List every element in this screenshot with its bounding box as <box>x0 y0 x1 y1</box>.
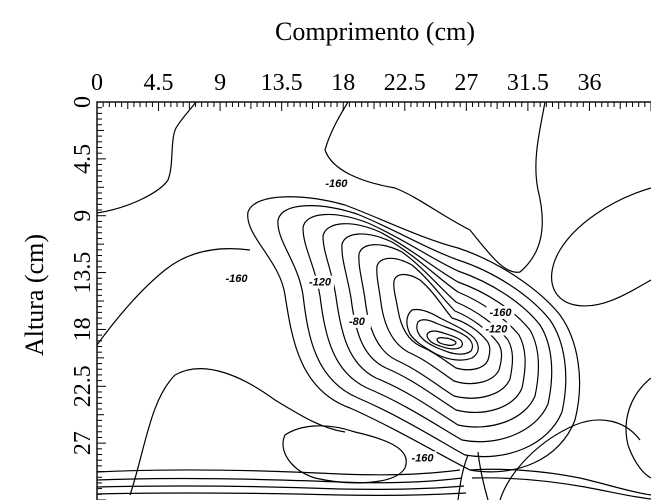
y-tick-label: 13.5 <box>70 252 96 294</box>
contour-ring <box>322 223 539 428</box>
contour-label-background <box>486 306 515 320</box>
contour-bottom-line <box>471 477 651 500</box>
x-axis-title: Comprimento (cm) <box>275 17 475 46</box>
contour-ring <box>341 233 526 413</box>
y-tick-label: 9 <box>70 210 96 222</box>
contour-label: -160 <box>325 178 348 190</box>
contour-label: -120 <box>309 277 332 289</box>
contour-bottom-line <box>97 469 461 476</box>
contour-line-left-band <box>97 248 251 346</box>
contour-line-left-lower <box>129 368 346 496</box>
contour-ring <box>416 319 473 355</box>
contour-ring <box>376 257 503 385</box>
contour-ring <box>436 337 457 346</box>
contour-bottom-line <box>97 492 467 496</box>
y-tick-label: 0 <box>70 96 96 108</box>
contour-label-background <box>408 451 437 465</box>
contour-line-top-center <box>324 102 546 273</box>
y-tick-label: 22.5 <box>70 365 96 407</box>
y-tick-label: 4.5 <box>70 144 96 174</box>
contour-bottom-line <box>97 477 463 484</box>
contour-bottom-line <box>97 485 465 490</box>
contour-label-background <box>482 322 511 336</box>
x-tick-label: 36 <box>577 70 601 96</box>
y-tick-labels: 0 4.5 9 13.5 18 22.5 27 <box>70 96 96 455</box>
contour-label-background <box>222 271 251 285</box>
contour-label: -160 <box>490 307 513 319</box>
x-tick-label: 4.5 <box>144 70 174 96</box>
x-tick-label: 13.5 <box>261 70 303 96</box>
plot-frame <box>96 101 651 500</box>
contour-label: -160 <box>226 273 249 285</box>
contour-line-bottom-left-island <box>282 425 407 484</box>
contour-value-labels: -160 -160 -120 -80 -160 -120 -160 <box>222 177 515 465</box>
x-tick-label: 22.5 <box>384 70 426 96</box>
contour-ring <box>302 213 553 443</box>
contour-ring <box>358 244 514 399</box>
x-tick-label: 0 <box>91 70 103 96</box>
contour-ring <box>406 308 479 361</box>
contour-bottom-line <box>457 454 469 500</box>
x-tick-label: 27 <box>454 70 478 96</box>
y-tick-label: 27 <box>70 431 96 455</box>
x-tick-label: 9 <box>214 70 226 96</box>
y-axis-title: Altura (cm) <box>20 234 49 356</box>
contour-line-right-upper <box>551 187 651 307</box>
x-tick-label: 18 <box>331 70 355 96</box>
contour-label: -160 <box>412 452 435 464</box>
contour-line-top-left <box>97 102 197 214</box>
contour-label-background <box>305 275 334 289</box>
contour-lines <box>97 102 651 500</box>
contour-ring <box>277 205 567 458</box>
x-tick-labels: 0 4.5 9 13.5 18 22.5 27 31.5 36 <box>91 70 601 96</box>
contour-bottom-line <box>469 468 651 496</box>
contour-ring <box>247 196 581 473</box>
contour-label-background <box>322 177 351 191</box>
contour-bottom-line <box>477 451 489 500</box>
contour-label: -120 <box>485 323 508 335</box>
contour-line-bottom-right <box>499 419 641 500</box>
contour-label-background <box>342 314 371 328</box>
minor-ticks <box>96 101 651 500</box>
contour-ring <box>393 273 491 371</box>
x-tick-label: 31.5 <box>507 70 549 96</box>
y-tick-label: 18 <box>70 317 96 341</box>
contour-label: -80 <box>349 316 366 328</box>
contour-ring <box>426 330 463 350</box>
contour-line-right-lower <box>625 377 651 479</box>
